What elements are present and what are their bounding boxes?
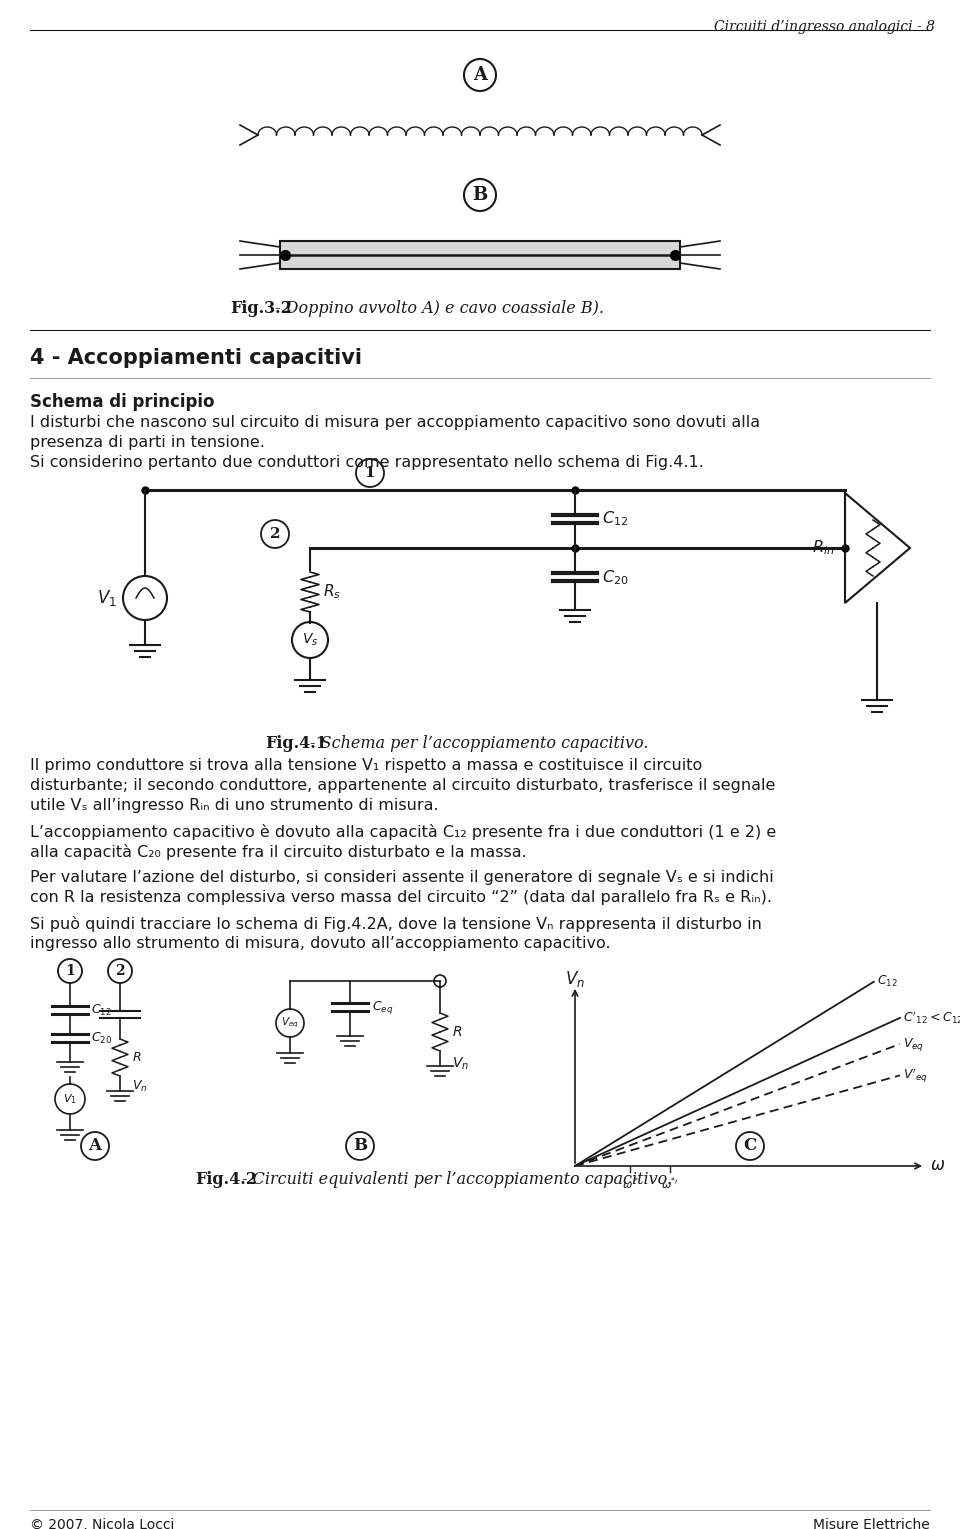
Text: C: C	[743, 1138, 756, 1154]
Text: $V_n$: $V_n$	[565, 969, 585, 989]
Text: $R$: $R$	[452, 1024, 463, 1040]
Text: disturbante; il secondo conduttore, appartenente al circuito disturbato, trasfer: disturbante; il secondo conduttore, appa…	[30, 778, 776, 794]
Text: A: A	[473, 66, 487, 84]
Text: Fig.3.2: Fig.3.2	[230, 300, 292, 317]
Text: 2: 2	[115, 963, 125, 979]
Text: $\omega^*$: $\omega^*$	[621, 1174, 638, 1191]
Text: $C_{12}$: $C_{12}$	[602, 509, 628, 529]
Text: $V_n$: $V_n$	[452, 1057, 469, 1072]
Text: $C'_{12}<C_{12}$: $C'_{12}<C_{12}$	[903, 1009, 960, 1026]
Text: - Schema per l’accoppiamento capacitivo.: - Schema per l’accoppiamento capacitivo.	[305, 735, 649, 752]
Text: ingresso allo strumento di misura, dovuto all’accoppiamento capacitivo.: ingresso allo strumento di misura, dovut…	[30, 936, 611, 951]
Text: $R$: $R$	[132, 1050, 141, 1064]
Circle shape	[434, 976, 446, 988]
Text: Fig.4.2: Fig.4.2	[195, 1171, 257, 1188]
Text: Circuiti d’ingresso analogici - 8: Circuiti d’ingresso analogici - 8	[714, 20, 935, 34]
Text: utile Vₛ all’ingresso Rᵢₙ di uno strumento di misura.: utile Vₛ all’ingresso Rᵢₙ di uno strumen…	[30, 798, 439, 813]
Text: $V_{eq}$: $V_{eq}$	[903, 1035, 924, 1052]
Text: $C_{eq}$: $C_{eq}$	[372, 998, 394, 1015]
Text: A: A	[88, 1138, 102, 1154]
Text: $\omega$: $\omega$	[930, 1157, 946, 1174]
Text: $C_{12}$: $C_{12}$	[91, 1003, 112, 1018]
Text: presenza di parti in tensione.: presenza di parti in tensione.	[30, 434, 265, 450]
Text: B: B	[353, 1138, 367, 1154]
Text: $C_{20}$: $C_{20}$	[602, 569, 629, 587]
Text: $V_{eq}$: $V_{eq}$	[281, 1015, 299, 1031]
Text: - Circuiti equivalenti per l’accoppiamento capacitivo.: - Circuiti equivalenti per l’accoppiamen…	[237, 1171, 672, 1188]
Text: 2: 2	[270, 528, 280, 541]
Text: 1: 1	[65, 963, 75, 979]
Text: - Doppino avvolto A) e cavo coassiale B).: - Doppino avvolto A) e cavo coassiale B)…	[270, 300, 604, 317]
Text: Misure Elettriche: Misure Elettriche	[813, 1518, 930, 1529]
Text: 1: 1	[365, 466, 375, 480]
Text: $\omega^{*\prime}$: $\omega^{*\prime}$	[661, 1174, 679, 1191]
Text: Per valutare l’azione del disturbo, si consideri assente il generatore di segnal: Per valutare l’azione del disturbo, si c…	[30, 870, 774, 885]
Text: $V_n$: $V_n$	[132, 1078, 148, 1093]
Text: L’accoppiamento capacitivo è dovuto alla capacità C₁₂ presente fra i due condutt: L’accoppiamento capacitivo è dovuto alla…	[30, 824, 777, 839]
Text: B: B	[472, 187, 488, 203]
Text: Si considerino pertanto due conduttori come rappresentato nello schema di Fig.4.: Si considerino pertanto due conduttori c…	[30, 456, 704, 469]
Text: $V_s$: $V_s$	[301, 631, 318, 648]
Text: Fig.4.1: Fig.4.1	[265, 735, 327, 752]
Text: I disturbi che nascono sul circuito di misura per accoppiamento capacitivo sono : I disturbi che nascono sul circuito di m…	[30, 414, 760, 430]
Text: $C_{20}$: $C_{20}$	[91, 1031, 112, 1046]
Text: con R la resistenza complessiva verso massa del circuito “2” (data dal parallelo: con R la resistenza complessiva verso ma…	[30, 890, 772, 905]
Text: Si può quindi tracciare lo schema di Fig.4.2A, dove la tensione Vₙ rappresenta i: Si può quindi tracciare lo schema di Fig…	[30, 916, 762, 933]
Text: Schema di principio: Schema di principio	[30, 393, 214, 411]
Text: $V_1$: $V_1$	[63, 1092, 77, 1105]
Text: $C_{12}$: $C_{12}$	[876, 974, 898, 989]
Text: © 2007, Nicola Locci: © 2007, Nicola Locci	[30, 1518, 175, 1529]
Text: $R_{in}$: $R_{in}$	[812, 538, 835, 558]
Text: alla capacità C₂₀ presente fra il circuito disturbato e la massa.: alla capacità C₂₀ presente fra il circui…	[30, 844, 527, 859]
FancyBboxPatch shape	[280, 242, 680, 269]
Text: Il primo conduttore si trova alla tensione V₁ rispetto a massa e costituisce il : Il primo conduttore si trova alla tensio…	[30, 758, 703, 774]
Text: $V_1$: $V_1$	[97, 589, 117, 609]
Text: 4 - Accoppiamenti capacitivi: 4 - Accoppiamenti capacitivi	[30, 349, 362, 368]
Text: $R_s$: $R_s$	[323, 583, 341, 601]
Text: $V'_{eq}$: $V'_{eq}$	[903, 1066, 928, 1084]
